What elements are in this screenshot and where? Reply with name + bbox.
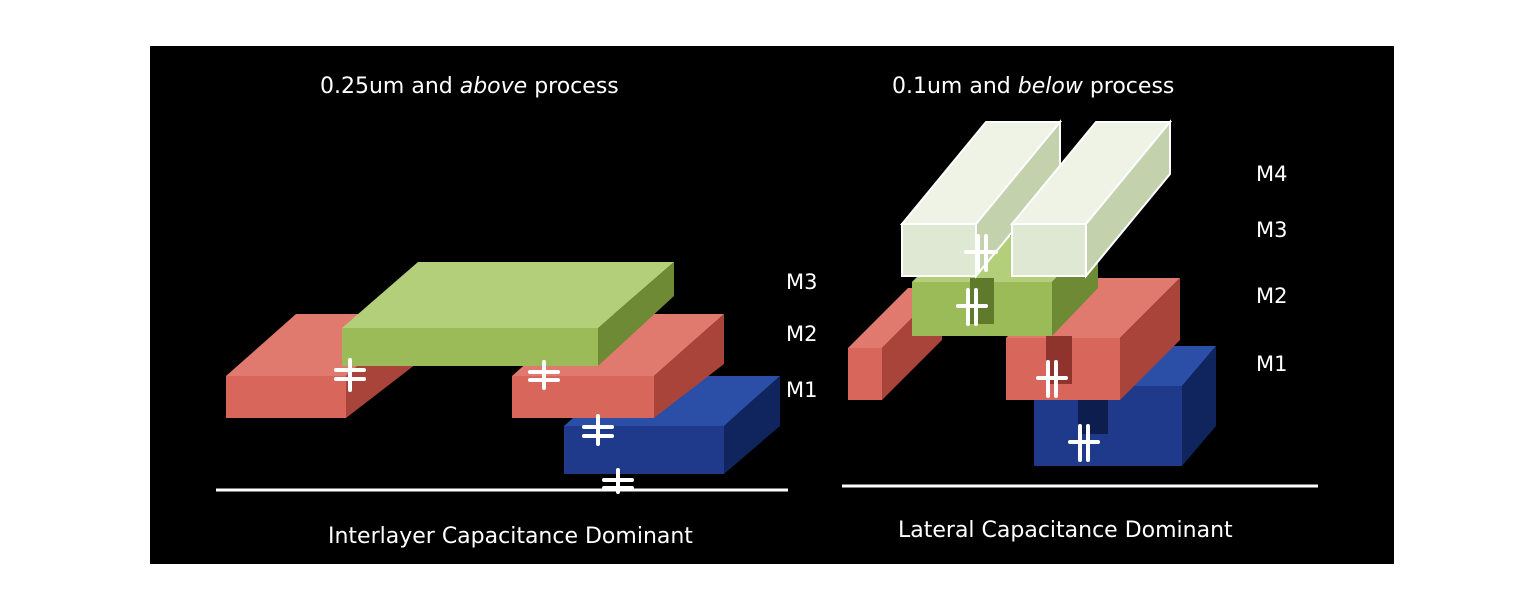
right-capacitor-m4 [964,234,998,272]
right-label-m3: M3 [1256,218,1288,242]
right-capacitor-m1 [1068,424,1100,462]
left-capacitor-m2-m1 [582,414,614,446]
left-structure [216,262,788,494]
left-m3-block [342,262,674,366]
left-label-m2: M2 [786,322,818,346]
right-label-m2: M2 [1256,284,1288,308]
diagram-graphics [216,119,1318,494]
left-panel-caption: Interlayer Capacitance Dominant [328,524,693,549]
left-label-m1: M1 [786,378,818,402]
left-panel-title: 0.25um and above process [320,74,619,99]
right-label-m4: M4 [1256,162,1288,186]
left-label-m3: M3 [786,270,818,294]
capacitance-diagram: 0.25um and above process 0.1um and below… [150,46,1394,564]
right-m2-block-right [1006,278,1180,400]
right-panel-title: 0.1um and below process [892,74,1175,99]
left-capacitor-m3-m2-a [334,358,366,392]
left-capacitor-m1-substrate [602,468,634,494]
right-capacitor-m2 [1036,360,1068,398]
right-label-m1: M1 [1256,352,1288,376]
right-panel-caption: Lateral Capacitance Dominant [898,518,1233,543]
left-title-emphasis: above [459,74,528,99]
right-capacitor-m3 [956,288,988,326]
right-m4-block [899,119,1173,279]
left-capacitor-m3-m2-b [528,360,560,390]
right-title-emphasis: below [1017,74,1083,99]
right-structure [842,119,1318,488]
